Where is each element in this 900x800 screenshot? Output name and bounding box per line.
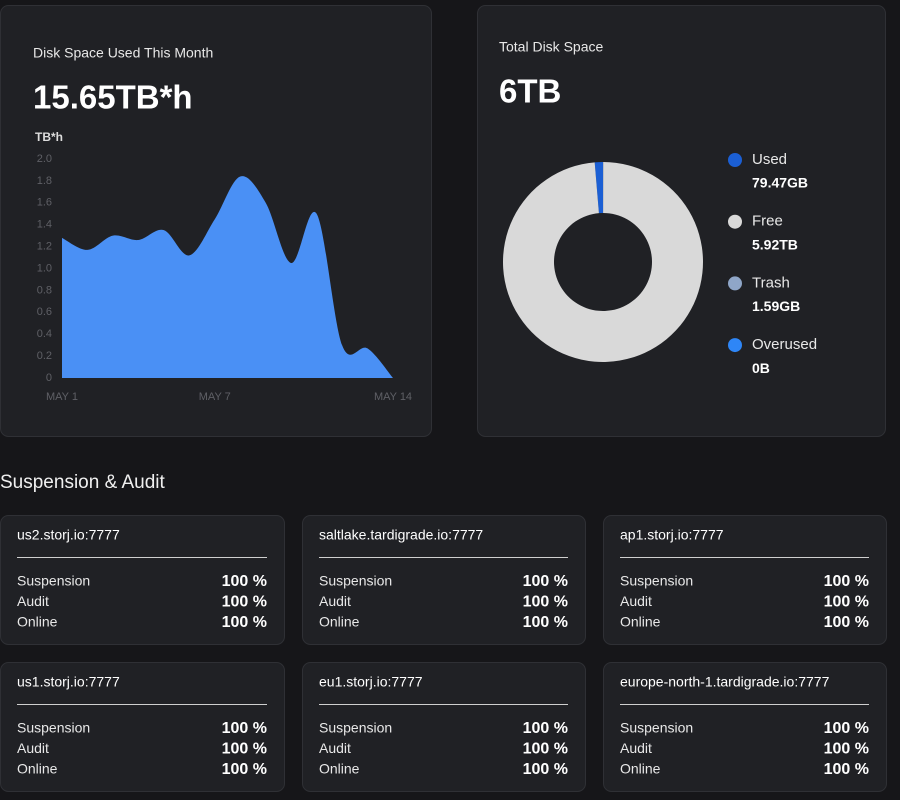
row-label: Audit xyxy=(319,740,351,756)
row-value: 100 % xyxy=(523,761,568,778)
y-tick-label: 1.6 xyxy=(37,197,52,209)
row-label: Suspension xyxy=(319,573,392,589)
x-tick-label: MAY 7 xyxy=(199,391,231,403)
y-tick-label: 1.2 xyxy=(37,241,52,253)
card-title: europe-north-1.tardigrade.io:7777 xyxy=(620,674,830,690)
node-card xyxy=(603,515,887,645)
total-value: 6TB xyxy=(499,73,561,110)
donut-slice xyxy=(503,162,703,362)
node-card xyxy=(302,662,586,792)
node-card xyxy=(603,662,887,792)
row-label: Audit xyxy=(319,593,351,609)
row-value: 100 % xyxy=(824,741,869,758)
legend-marker xyxy=(728,153,742,167)
donut-slice xyxy=(594,162,603,214)
row-value: 100 % xyxy=(523,614,568,631)
y-tick-label: 1.0 xyxy=(37,262,52,274)
row-value: 100 % xyxy=(222,594,267,611)
row-label: Suspension xyxy=(17,720,90,736)
row-value: 100 % xyxy=(523,573,568,590)
card-title: Total Disk Space xyxy=(499,39,603,55)
row-value: 100 % xyxy=(824,594,869,611)
row-label: Online xyxy=(620,614,661,630)
row-value: 100 % xyxy=(222,741,267,758)
card-title: Disk Space Used This Month xyxy=(33,45,213,61)
row-value: 100 % xyxy=(824,761,869,778)
y-tick-label: 0.8 xyxy=(37,284,52,296)
row-label: Suspension xyxy=(17,573,90,589)
node-card xyxy=(302,515,586,645)
row-value: 100 % xyxy=(824,720,869,737)
row-label: Suspension xyxy=(620,720,693,736)
row-value: 100 % xyxy=(222,614,267,631)
legend-marker xyxy=(728,338,742,353)
card-title: saltlake.tardigrade.io:7777 xyxy=(319,527,483,543)
y-tick-label: 0.4 xyxy=(37,328,52,340)
card-title: eu1.storj.io:7777 xyxy=(319,674,423,690)
row-value: 100 % xyxy=(523,594,568,611)
legend-label: Used xyxy=(752,151,787,168)
x-tick-label: MAY 14 xyxy=(374,391,412,403)
x-tick-label: MAY 1 xyxy=(46,391,78,403)
row-label: Online xyxy=(17,614,58,630)
y-tick-label: 1.8 xyxy=(37,175,52,187)
legend-value: 79.47GB xyxy=(752,175,808,191)
node-card xyxy=(0,662,285,792)
card-title: us2.storj.io:7777 xyxy=(17,527,120,543)
row-label: Audit xyxy=(17,740,49,756)
row-label: Online xyxy=(17,761,58,777)
legend-label: Free xyxy=(752,213,783,230)
legend-label: Overused xyxy=(752,336,817,353)
total-value: 15.65TB*h xyxy=(33,79,193,116)
row-value: 100 % xyxy=(222,720,267,737)
row-value: 100 % xyxy=(824,573,869,590)
card-title: us1.storj.io:7777 xyxy=(17,674,120,690)
y-axis-label: TB*h xyxy=(35,130,63,144)
legend-value: 5.92TB xyxy=(752,236,798,252)
area xyxy=(62,176,393,378)
row-label: Online xyxy=(319,761,360,777)
row-label: Audit xyxy=(17,593,49,609)
card-title: ap1.storj.io:7777 xyxy=(620,527,724,543)
row-label: Audit xyxy=(620,593,652,609)
row-label: Audit xyxy=(620,740,652,756)
row-value: 100 % xyxy=(222,573,267,590)
row-label: Suspension xyxy=(319,720,392,736)
row-label: Suspension xyxy=(620,573,693,589)
row-label: Online xyxy=(319,614,360,630)
y-tick-label: 0.6 xyxy=(37,306,52,318)
y-tick-label: 2.0 xyxy=(37,153,52,165)
legend-marker xyxy=(728,276,742,291)
legend-value: 0B xyxy=(752,360,770,376)
legend-value: 1.59GB xyxy=(752,298,800,314)
row-value: 100 % xyxy=(523,741,568,758)
legend-marker xyxy=(728,214,742,229)
section-title: Suspension & Audit xyxy=(0,472,166,493)
row-label: Online xyxy=(620,761,661,777)
y-tick-label: 1.4 xyxy=(37,219,52,231)
row-value: 100 % xyxy=(523,720,568,737)
legend-label: Trash xyxy=(752,274,790,291)
y-tick-label: 0 xyxy=(46,372,52,384)
node-card xyxy=(0,515,285,645)
row-value: 100 % xyxy=(222,761,267,778)
row-value: 100 % xyxy=(824,614,869,631)
y-tick-label: 0.2 xyxy=(37,350,52,362)
